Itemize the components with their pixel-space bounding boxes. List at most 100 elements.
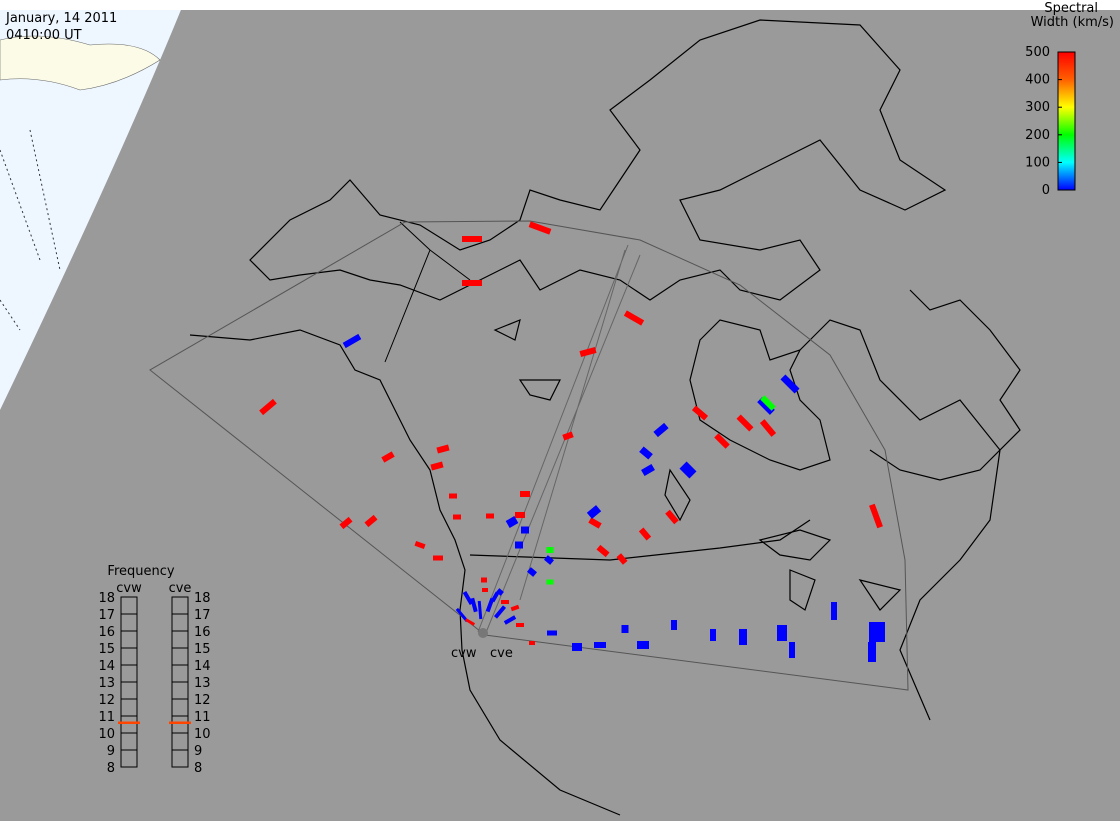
dayside xyxy=(0,0,185,410)
frequency-tick-label: 11 xyxy=(194,710,211,725)
echo xyxy=(562,431,574,441)
frequency-tick-label: 18 xyxy=(194,591,211,606)
echo xyxy=(641,463,655,477)
echo xyxy=(616,553,628,565)
echo xyxy=(544,555,554,565)
colorbar-tick-label: 200 xyxy=(1025,128,1050,143)
coastline xyxy=(249,19,947,301)
echo xyxy=(869,622,885,642)
frequency-tick-label: 16 xyxy=(194,625,211,640)
echo xyxy=(665,509,679,525)
frequency-tick-label: 8 xyxy=(107,761,115,776)
echoes xyxy=(259,221,885,662)
echo xyxy=(510,604,520,612)
coastline xyxy=(189,319,1001,816)
echo xyxy=(455,607,469,623)
echo xyxy=(433,555,443,561)
frequency-panel: cvw89101112131415161718cve89101112131415… xyxy=(98,581,210,776)
echo xyxy=(515,512,525,518)
echo xyxy=(638,527,652,541)
echo xyxy=(653,422,669,438)
frequency-title: Frequency xyxy=(107,564,174,579)
colorbar-tick-label: 100 xyxy=(1025,155,1050,170)
echo xyxy=(520,491,530,497)
echo xyxy=(464,618,476,626)
colorbar-title: Width (km/s) xyxy=(1031,15,1114,30)
echo xyxy=(470,597,478,613)
echo xyxy=(259,398,277,416)
echo xyxy=(759,419,777,437)
border xyxy=(384,221,471,363)
day-land xyxy=(0,35,161,91)
frequency-tick-label: 12 xyxy=(98,693,115,708)
colorbar-tick-label: 0 xyxy=(1042,183,1050,198)
radar-name: cve xyxy=(169,581,192,596)
echo xyxy=(430,461,444,471)
echo xyxy=(691,405,709,421)
echo xyxy=(546,547,554,553)
echo xyxy=(449,493,457,499)
site-label: cvw xyxy=(451,646,477,661)
echo xyxy=(485,597,495,613)
echo xyxy=(780,374,800,394)
echo xyxy=(414,540,426,550)
frequency-tick-label: 12 xyxy=(194,693,211,708)
frequency-tick-label: 15 xyxy=(98,642,115,657)
echo xyxy=(501,600,509,604)
time: 0410:00 UT xyxy=(6,28,82,43)
frequency-tick-label: 11 xyxy=(98,710,115,725)
frequency-tick-label: 9 xyxy=(194,744,202,759)
echo xyxy=(453,514,461,520)
echo xyxy=(777,625,787,641)
frequency-tick-label: 17 xyxy=(98,608,115,623)
site-label: cve xyxy=(490,646,513,661)
echo xyxy=(572,643,582,651)
frequency-tick-label: 18 xyxy=(98,591,115,606)
echo xyxy=(436,444,450,454)
echo xyxy=(637,641,649,649)
echo xyxy=(505,516,519,528)
echo xyxy=(679,461,697,479)
echo xyxy=(503,615,517,625)
radar-field-of-view xyxy=(149,220,909,691)
echo xyxy=(477,600,483,620)
echo xyxy=(586,505,602,519)
echo xyxy=(594,642,606,648)
day-grid xyxy=(0,129,61,331)
frequency-tick-label: 17 xyxy=(194,608,211,623)
echo xyxy=(789,642,795,658)
radar-site xyxy=(478,628,488,638)
echo xyxy=(515,541,523,549)
frequency-tick-label: 13 xyxy=(98,676,115,691)
echo xyxy=(621,625,629,633)
frequency-tick-label: 14 xyxy=(194,659,211,674)
frequency-tick-label: 10 xyxy=(194,727,211,742)
echo xyxy=(486,513,494,519)
echo xyxy=(339,516,353,530)
echo xyxy=(528,221,552,235)
frequency-tick-label: 15 xyxy=(194,642,211,657)
top-strip xyxy=(0,0,1120,10)
colorbar-tick-label: 400 xyxy=(1025,73,1050,88)
echo xyxy=(493,605,507,619)
echo xyxy=(516,623,524,627)
echo xyxy=(529,641,535,645)
echo xyxy=(623,310,645,326)
colorbar-ticks: 0 100 200 300 400 500 xyxy=(1025,45,1062,198)
echo xyxy=(596,544,610,558)
lakes xyxy=(493,319,902,611)
radar-name: cvw xyxy=(116,581,142,596)
frequency-tick-label: 16 xyxy=(98,625,115,640)
echo xyxy=(714,433,730,449)
echo xyxy=(342,333,362,349)
colorbar-tick-label: 500 xyxy=(1025,45,1050,60)
echo xyxy=(490,591,500,603)
echo xyxy=(527,567,537,577)
echo xyxy=(381,451,395,463)
border xyxy=(469,519,811,561)
echo xyxy=(757,397,775,415)
echo xyxy=(481,577,487,583)
colorbar xyxy=(1057,51,1076,191)
echo xyxy=(869,503,883,529)
